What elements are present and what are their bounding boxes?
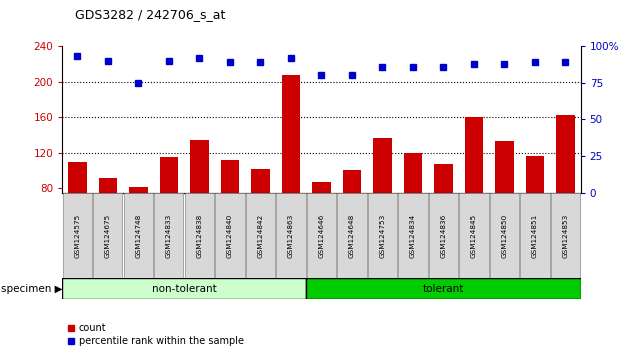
- FancyBboxPatch shape: [520, 193, 550, 278]
- Bar: [495, 141, 514, 260]
- Text: GSM124675: GSM124675: [105, 213, 111, 258]
- Bar: [526, 155, 544, 260]
- Bar: [556, 115, 574, 260]
- Text: GSM124851: GSM124851: [532, 213, 538, 258]
- Bar: [99, 178, 117, 260]
- Bar: [68, 162, 86, 260]
- Text: GSM124836: GSM124836: [440, 213, 446, 258]
- FancyBboxPatch shape: [307, 193, 336, 278]
- FancyBboxPatch shape: [276, 193, 306, 278]
- Bar: [190, 139, 209, 260]
- Text: specimen ▶: specimen ▶: [1, 284, 62, 293]
- Bar: [220, 160, 239, 260]
- FancyBboxPatch shape: [63, 193, 92, 278]
- FancyBboxPatch shape: [184, 193, 214, 278]
- FancyBboxPatch shape: [337, 193, 366, 278]
- Text: GSM124845: GSM124845: [471, 213, 477, 258]
- Text: tolerant: tolerant: [423, 284, 464, 293]
- FancyBboxPatch shape: [124, 193, 153, 278]
- Text: GSM124838: GSM124838: [196, 213, 202, 258]
- Text: GSM124833: GSM124833: [166, 213, 172, 258]
- Bar: [373, 138, 391, 260]
- Text: GSM124853: GSM124853: [563, 213, 568, 258]
- Bar: [252, 169, 270, 260]
- Text: GSM124753: GSM124753: [379, 213, 386, 258]
- FancyBboxPatch shape: [551, 193, 580, 278]
- Text: GDS3282 / 242706_s_at: GDS3282 / 242706_s_at: [75, 8, 225, 21]
- FancyBboxPatch shape: [93, 193, 122, 278]
- Text: GSM124646: GSM124646: [319, 213, 324, 258]
- FancyBboxPatch shape: [428, 193, 458, 278]
- Bar: [312, 182, 330, 260]
- FancyBboxPatch shape: [62, 278, 306, 299]
- Text: GSM124863: GSM124863: [288, 213, 294, 258]
- Bar: [434, 165, 453, 260]
- FancyBboxPatch shape: [246, 193, 275, 278]
- Text: GSM124834: GSM124834: [410, 213, 416, 258]
- FancyBboxPatch shape: [368, 193, 397, 278]
- Bar: [129, 187, 148, 260]
- Text: GSM124648: GSM124648: [349, 213, 355, 258]
- FancyBboxPatch shape: [154, 193, 183, 278]
- Bar: [343, 170, 361, 260]
- FancyBboxPatch shape: [460, 193, 489, 278]
- Text: GSM124842: GSM124842: [257, 213, 263, 258]
- Text: non-tolerant: non-tolerant: [152, 284, 217, 293]
- Text: GSM124575: GSM124575: [75, 213, 80, 258]
- FancyBboxPatch shape: [306, 278, 581, 299]
- FancyBboxPatch shape: [215, 193, 245, 278]
- FancyBboxPatch shape: [398, 193, 427, 278]
- FancyBboxPatch shape: [490, 193, 519, 278]
- Bar: [404, 153, 422, 260]
- Bar: [282, 75, 300, 260]
- Legend: count, percentile rank within the sample: count, percentile rank within the sample: [67, 324, 243, 346]
- Bar: [465, 117, 483, 260]
- Text: GSM124850: GSM124850: [501, 213, 507, 258]
- Bar: [160, 157, 178, 260]
- Text: GSM124748: GSM124748: [135, 213, 142, 258]
- Text: GSM124840: GSM124840: [227, 213, 233, 258]
